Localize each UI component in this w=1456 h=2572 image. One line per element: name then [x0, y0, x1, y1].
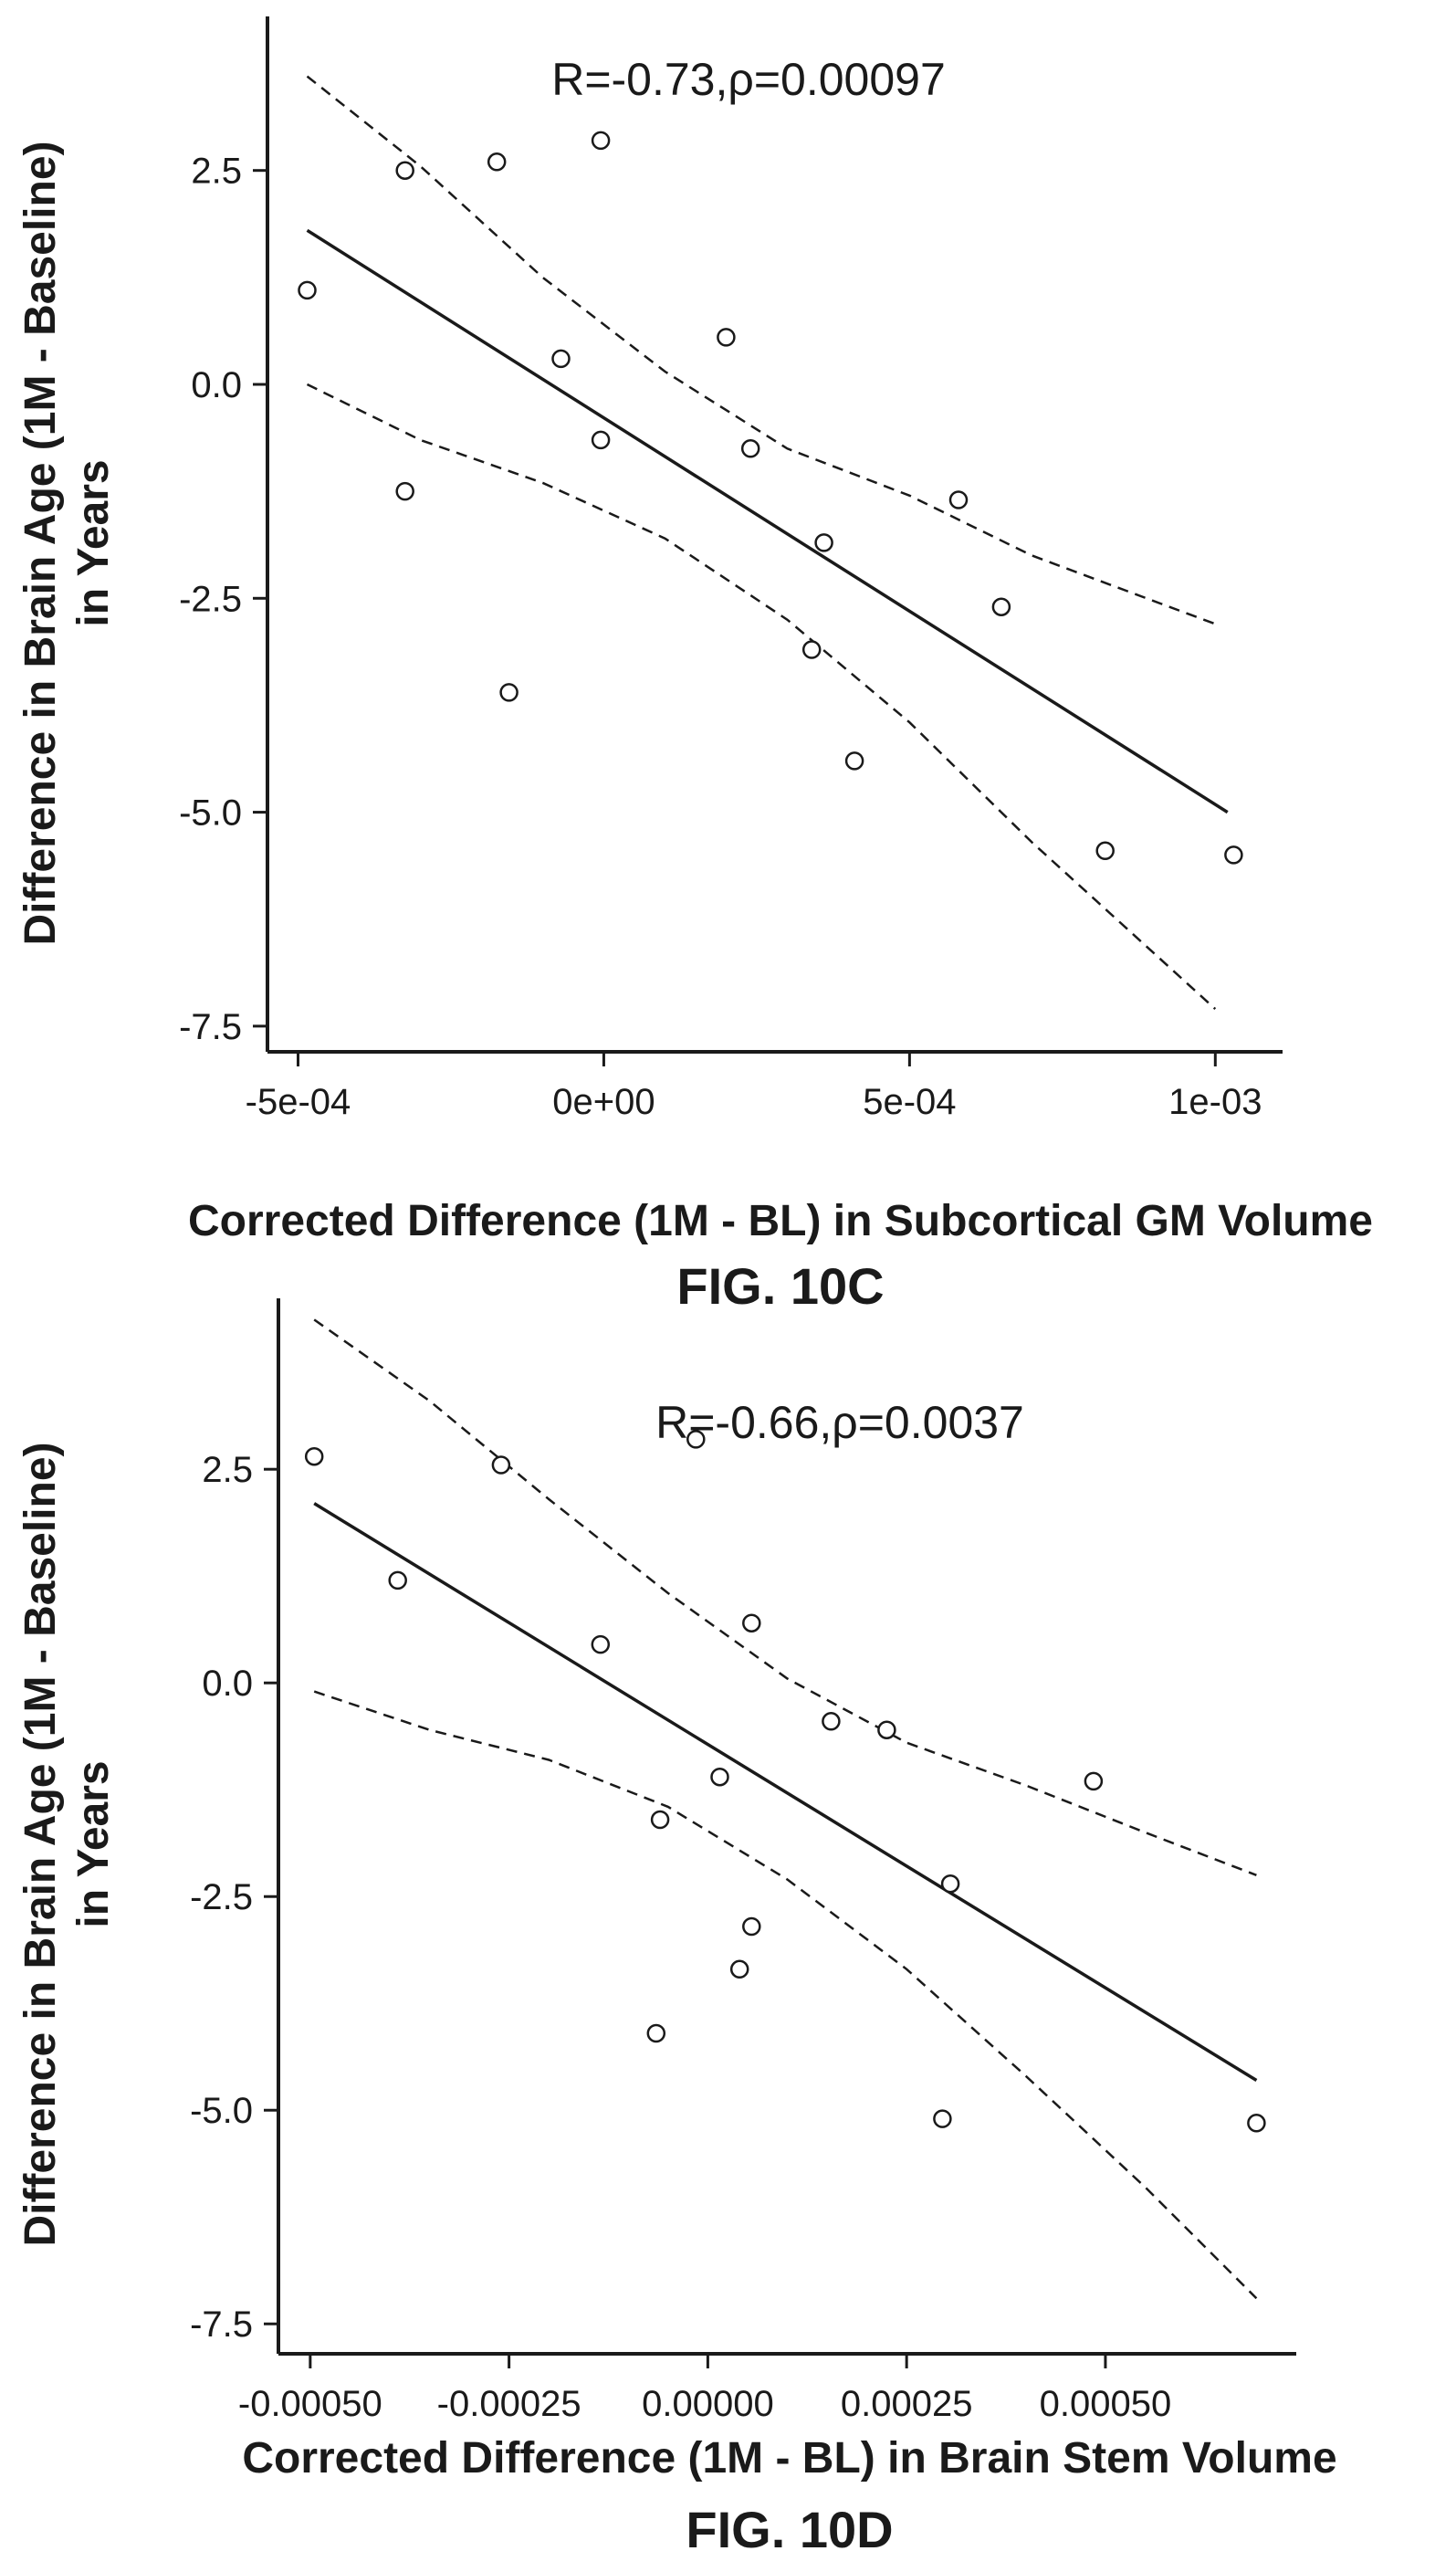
data-point-13: [844, 751, 864, 771]
data-points: [298, 131, 1243, 865]
y-tick-label-3: -2.5: [190, 1877, 253, 1917]
data-point-11: [729, 1959, 749, 1979]
y-axis-title-line1: Difference in Brain Age (1M - Baseline): [16, 141, 65, 945]
data-point-7: [591, 131, 611, 151]
data-point-1: [304, 1446, 324, 1466]
data-point-5: [686, 1430, 706, 1449]
x-ticks: -5e-04 0e+00 5e-04 1e-03: [246, 1052, 1262, 1122]
confidence-band: [306, 75, 1217, 1011]
x-tick-label-4: 0.00025: [841, 2384, 973, 2424]
data-point-5: [499, 683, 519, 702]
data-point-17: [1247, 2114, 1266, 2133]
data-point-11: [814, 533, 833, 552]
x-tick-label-2: -0.00025: [437, 2384, 581, 2424]
data-point-7: [650, 1810, 670, 1830]
regression-line: [306, 228, 1229, 814]
data-point-12: [822, 1712, 841, 1731]
ci-lower-line: [306, 383, 1217, 1011]
x-tick-label-3: 5e-04: [863, 1082, 956, 1122]
y-tick-label-1: 2.5: [191, 152, 242, 192]
data-point-8: [591, 430, 611, 450]
x-axis-title: Corrected Difference (1M - BL) in Brain …: [242, 2434, 1336, 2483]
y-tick-label-5: -7.5: [190, 2304, 253, 2345]
data-point-16: [1095, 841, 1115, 861]
axes: [266, 16, 1283, 1054]
correlation-annotation: R=-0.73,ρ=0.00097: [551, 54, 946, 105]
data-point-1: [298, 280, 317, 300]
scatter-chart-subcortical-gm: -5e-04 0e+00 5e-04 1e-03 2.5 0.0 -2.5 -5.0 -7.5…: [16, 16, 1373, 1315]
data-point-15: [991, 597, 1011, 616]
fit-line: [313, 1502, 1258, 2082]
y-tick-label-4: -5.0: [190, 2091, 253, 2131]
data-point-4: [591, 1634, 611, 1654]
x-axis-title: Corrected Difference (1M - BL) in Subcor…: [188, 1197, 1373, 1245]
x-tick-label-5: 0.00050: [1040, 2384, 1172, 2424]
figure-label: FIG. 10C: [676, 1257, 884, 1315]
data-point-8: [710, 1767, 729, 1787]
fit-line: [306, 228, 1229, 814]
data-point-14: [948, 490, 969, 509]
data-point-13: [877, 1720, 896, 1739]
data-point-3: [491, 1455, 511, 1475]
data-point-17: [1224, 845, 1243, 865]
y-tick-label-2: 0.0: [202, 1664, 253, 1704]
figure-label: FIG. 10D: [686, 2501, 893, 2558]
x-tick-label-3: 0.00000: [642, 2384, 774, 2424]
y-tick-label-1: 2.5: [202, 1450, 253, 1490]
y-tick-label-5: -7.5: [179, 1007, 242, 1047]
y-axis-title-line2: in Years: [69, 459, 118, 626]
x-ticks: -0.00050 -0.00025 0.00000 0.00025 0.00050: [238, 2354, 1171, 2424]
data-point-2: [388, 1570, 407, 1590]
data-point-3: [395, 481, 414, 501]
y-axis-title-line1: Difference in Brain Age (1M - Baseline): [16, 1442, 65, 2246]
y-ticks: 2.5 0.0 -2.5 -5.0 -7.5: [179, 152, 267, 1047]
x-tick-label-4: 1e-03: [1168, 1082, 1262, 1122]
data-point-9: [717, 328, 736, 347]
data-point-6: [551, 349, 571, 369]
data-point-14: [940, 1874, 960, 1894]
ci-upper-line: [313, 1318, 1257, 1876]
data-point-16: [1084, 1771, 1104, 1791]
x-tick-label-2: 0e+00: [552, 1082, 655, 1122]
scatter-chart-brain-stem: -0.00050 -0.00025 0.00000 0.00025 0.00050 2.…: [16, 1298, 1337, 2558]
data-point-4: [487, 152, 507, 172]
y-axis-title-line2: in Years: [69, 1760, 118, 1927]
y-ticks: 2.5 0.0 -2.5 -5.0 -7.5: [190, 1450, 278, 2345]
axes: [277, 1298, 1296, 2356]
confidence-band: [313, 1318, 1258, 2300]
data-point-15: [933, 2109, 952, 2128]
x-tick-label-1: -5e-04: [246, 1082, 351, 1122]
data-point-2: [395, 161, 414, 180]
y-tick-label-2: 0.0: [191, 365, 242, 405]
data-point-12: [801, 640, 822, 659]
correlation-annotation: R=-0.66,ρ=0.0037: [655, 1397, 1024, 1448]
y-tick-label-3: -2.5: [179, 579, 242, 619]
ci-upper-line: [306, 75, 1216, 625]
data-point-10: [742, 1916, 761, 1937]
data-point-6: [646, 2023, 666, 2043]
data-point-9: [742, 1613, 761, 1632]
regression-line: [313, 1502, 1258, 2082]
x-tick-label-1: -0.00050: [238, 2384, 382, 2424]
ci-lower-line: [313, 1690, 1258, 2300]
y-tick-label-4: -5.0: [179, 793, 242, 834]
data-point-10: [740, 439, 760, 458]
data-points: [304, 1430, 1266, 2133]
